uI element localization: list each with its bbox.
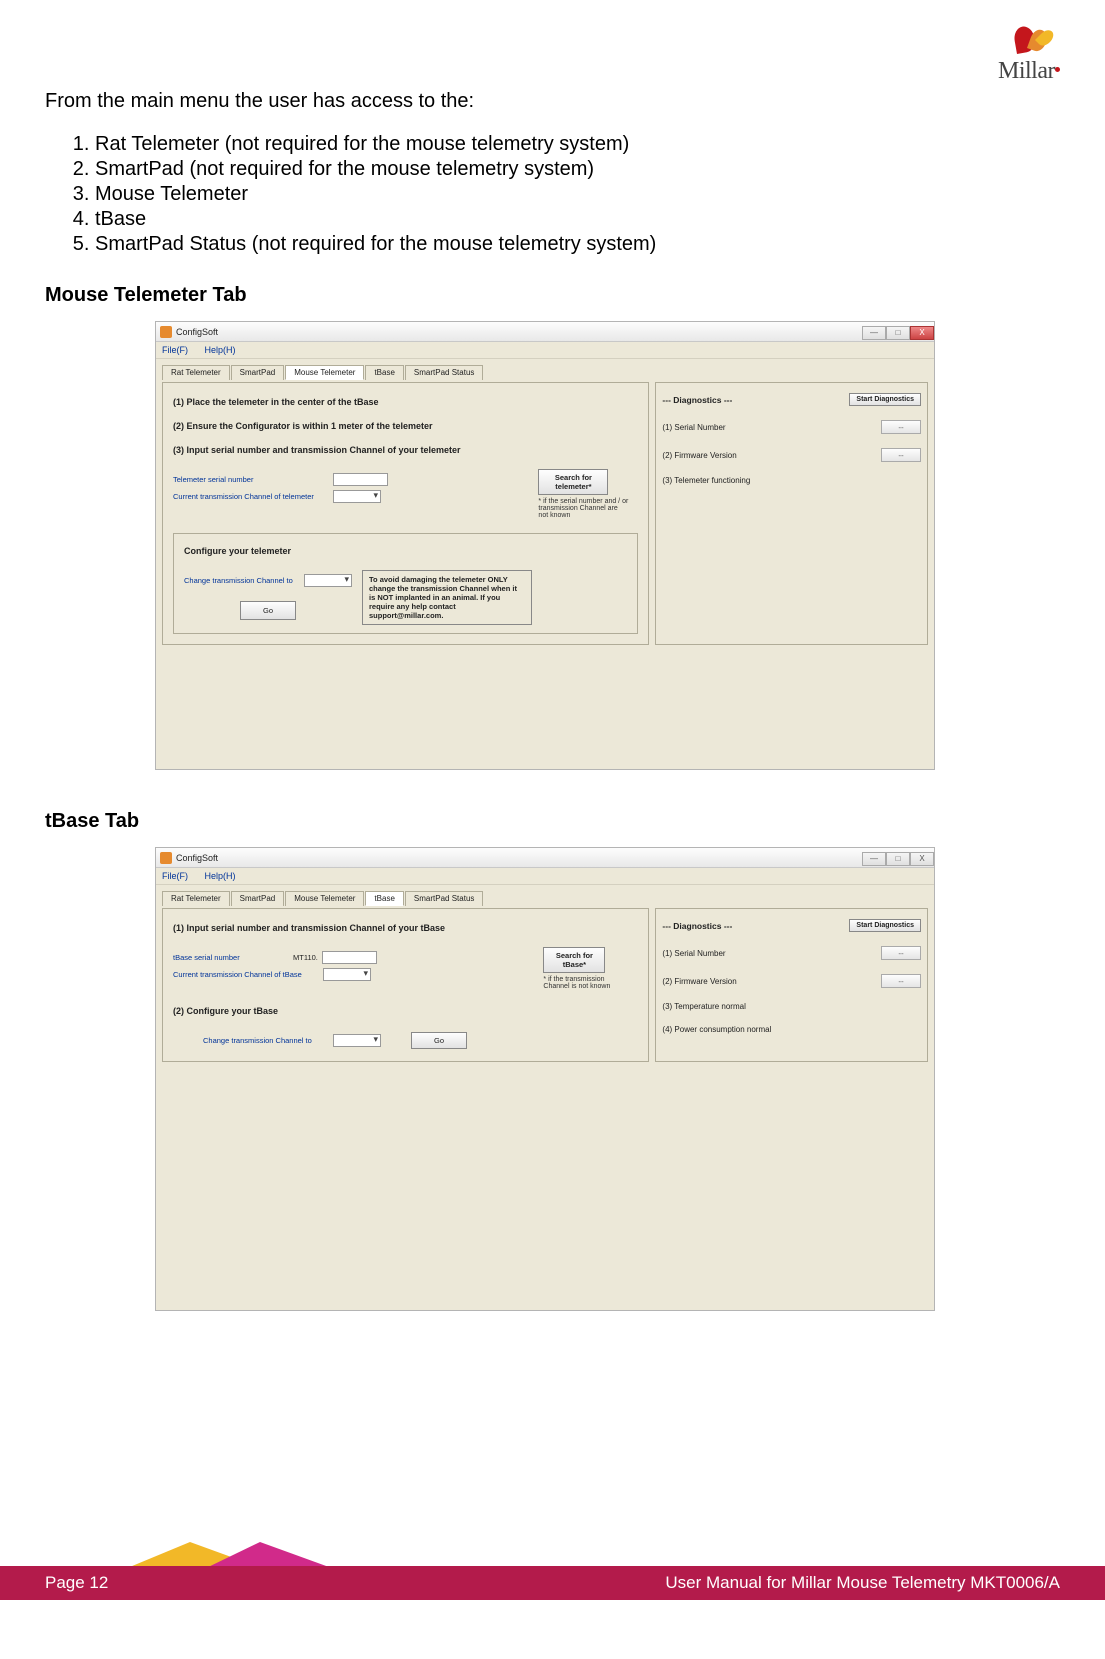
configsoft-window-mouse: ConfigSoft — □ X File(F) Help(H) Rat Tel… [155, 321, 935, 770]
tbase-channel-select[interactable] [323, 968, 371, 981]
diag-fw-value: -- [881, 974, 921, 988]
diag-serial-value: -- [881, 946, 921, 960]
tab-smartpad-status[interactable]: SmartPad Status [405, 891, 483, 906]
window-titlebar: ConfigSoft — □ X [156, 848, 934, 868]
tab-smartpad[interactable]: SmartPad [231, 891, 285, 906]
channel-select[interactable] [333, 490, 381, 503]
serial-input[interactable] [333, 473, 388, 486]
tab-tbase[interactable]: tBase [365, 365, 403, 380]
step-3: (3) Input serial number and transmission… [173, 445, 638, 455]
menu-file[interactable]: File(F) [162, 871, 188, 881]
list-item: tBase [95, 208, 1060, 231]
change-channel-select[interactable] [304, 574, 352, 587]
menu-bar: File(F) Help(H) [156, 342, 934, 359]
search-note: * if the serial number and / or transmis… [538, 498, 628, 519]
start-diagnostics-button[interactable]: Start Diagnostics [849, 393, 921, 406]
minimize-button[interactable]: — [862, 326, 886, 340]
diag-power-label: (4) Power consumption normal [662, 1025, 771, 1034]
access-list: Rat Telemeter (not required for the mous… [95, 133, 1060, 256]
step-1: (1) Place the telemeter in the center of… [173, 397, 638, 407]
page-footer: Page 12 User Manual for Millar Mouse Tel… [0, 1542, 1105, 1600]
step-1: (1) Input serial number and transmission… [173, 923, 638, 933]
go-button[interactable]: Go [240, 601, 296, 620]
intro-text: From the main menu the user has access t… [45, 90, 1060, 113]
diag-serial-value: -- [881, 420, 921, 434]
diagnostics-panel: --- Diagnostics --- Start Diagnostics (1… [655, 908, 928, 1062]
step-2: (2) Configure your tBase [173, 1006, 638, 1016]
change-channel-select[interactable] [333, 1034, 381, 1047]
tab-strip: Rat Telemeter SmartPad Mouse Telemeter t… [162, 365, 928, 380]
list-item: SmartPad (not required for the mouse tel… [95, 158, 1060, 181]
change-channel-label: Change transmission Channel to [184, 576, 304, 585]
search-note: * if the transmission Channel is not kno… [543, 976, 623, 990]
diag-func-label: (3) Telemeter functioning [662, 476, 750, 485]
configure-panel: Configure your telemeter Change transmis… [173, 533, 638, 634]
app-icon [160, 852, 172, 864]
diag-serial-label: (1) Serial Number [662, 949, 725, 958]
tbase-serial-input[interactable] [322, 951, 377, 964]
go-button[interactable]: Go [411, 1032, 467, 1049]
tbase-channel-label: Current transmission Channel of tBase [173, 970, 323, 979]
tab-mouse[interactable]: Mouse Telemeter [285, 365, 364, 380]
manual-title: User Manual for Millar Mouse Telemetry M… [665, 1573, 1060, 1593]
maximize-button[interactable]: □ [886, 326, 910, 340]
warning-box: To avoid damaging the telemeter ONLY cha… [362, 570, 532, 625]
channel-label: Current transmission Channel of telemete… [173, 492, 333, 501]
diagnostics-panel: --- Diagnostics --- Start Diagnostics (1… [655, 382, 928, 645]
list-item: SmartPad Status (not required for the mo… [95, 233, 1060, 256]
section-heading: Mouse Telemeter Tab [45, 284, 1060, 307]
section-heading: tBase Tab [45, 810, 1060, 833]
diag-fw-value: -- [881, 448, 921, 462]
menu-bar: File(F) Help(H) [156, 868, 934, 885]
tab-mouse[interactable]: Mouse Telemeter [285, 891, 364, 906]
tab-rat[interactable]: Rat Telemeter [162, 891, 230, 906]
menu-help[interactable]: Help(H) [205, 871, 236, 881]
diagnostics-title: --- Diagnostics --- [662, 395, 732, 405]
change-channel-label: Change transmission Channel to [203, 1036, 333, 1045]
tab-rat[interactable]: Rat Telemeter [162, 365, 230, 380]
tbase-serial-label: tBase serial number [173, 953, 293, 962]
left-panel: (1) Place the telemeter in the center of… [162, 382, 649, 645]
serial-prefix: MT110. [293, 953, 318, 962]
app-icon [160, 326, 172, 338]
diag-temp-label: (3) Temperature normal [662, 1002, 745, 1011]
diag-serial-label: (1) Serial Number [662, 423, 725, 432]
step-2: (2) Ensure the Configurator is within 1 … [173, 421, 638, 431]
configsoft-window-tbase: ConfigSoft — □ X File(F) Help(H) Rat Tel… [155, 847, 935, 1311]
minimize-button[interactable]: — [862, 852, 886, 866]
maximize-button[interactable]: □ [886, 852, 910, 866]
close-button[interactable]: X [910, 326, 934, 340]
menu-help[interactable]: Help(H) [205, 345, 236, 355]
close-button[interactable]: X [910, 852, 934, 866]
menu-file[interactable]: File(F) [162, 345, 188, 355]
brand-logo: Millar [998, 20, 1060, 85]
window-title: ConfigSoft [176, 853, 218, 863]
search-telemeter-button[interactable]: Search for telemeter* [538, 469, 608, 495]
configure-title: Configure your telemeter [184, 546, 627, 556]
tab-smartpad[interactable]: SmartPad [231, 365, 285, 380]
diag-fw-label: (2) Firmware Version [662, 451, 736, 460]
window-titlebar: ConfigSoft — □ X [156, 322, 934, 342]
page-number: Page 12 [45, 1573, 108, 1593]
tab-strip: Rat Telemeter SmartPad Mouse Telemeter t… [162, 891, 928, 906]
list-item: Rat Telemeter (not required for the mous… [95, 133, 1060, 156]
list-item: Mouse Telemeter [95, 183, 1060, 206]
start-diagnostics-button[interactable]: Start Diagnostics [849, 919, 921, 932]
tab-tbase[interactable]: tBase [365, 891, 403, 906]
search-tbase-button[interactable]: Search for tBase* [543, 947, 605, 973]
diag-fw-label: (2) Firmware Version [662, 977, 736, 986]
window-title: ConfigSoft [176, 327, 218, 337]
tab-smartpad-status[interactable]: SmartPad Status [405, 365, 483, 380]
left-panel: (1) Input serial number and transmission… [162, 908, 649, 1062]
logo-text: Millar [998, 58, 1055, 84]
diagnostics-title: --- Diagnostics --- [662, 921, 732, 931]
serial-label: Telemeter serial number [173, 475, 333, 484]
